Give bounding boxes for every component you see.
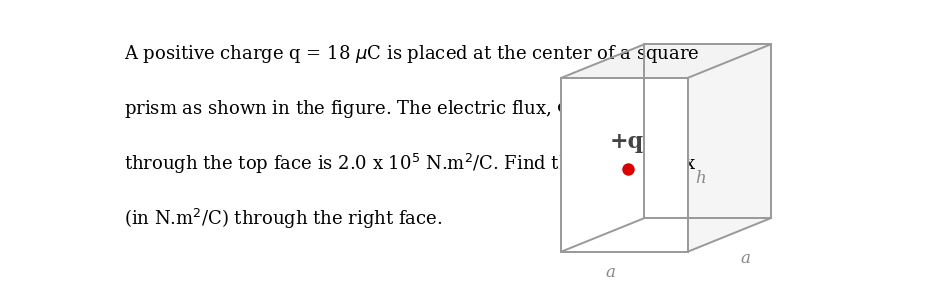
Text: a: a (606, 264, 615, 281)
Polygon shape (562, 78, 688, 252)
Text: through the top face is 2.0 x 10$^5$ N.m$^2$/C. Find the electric flux: through the top face is 2.0 x 10$^5$ N.m… (124, 152, 696, 176)
Text: A positive charge q = 18 $\mu$C is placed at the center of a square: A positive charge q = 18 $\mu$C is place… (124, 43, 700, 65)
Text: h: h (695, 170, 706, 187)
Text: (in N.m$^2$/C) through the right face.: (in N.m$^2$/C) through the right face. (124, 206, 442, 231)
Polygon shape (562, 44, 771, 78)
Text: a: a (740, 250, 750, 267)
Polygon shape (688, 44, 771, 252)
Text: prism as shown in the figure. The electric flux, $\Phi_E$, passing: prism as shown in the figure. The electr… (124, 98, 661, 119)
Text: +q: +q (610, 131, 645, 153)
